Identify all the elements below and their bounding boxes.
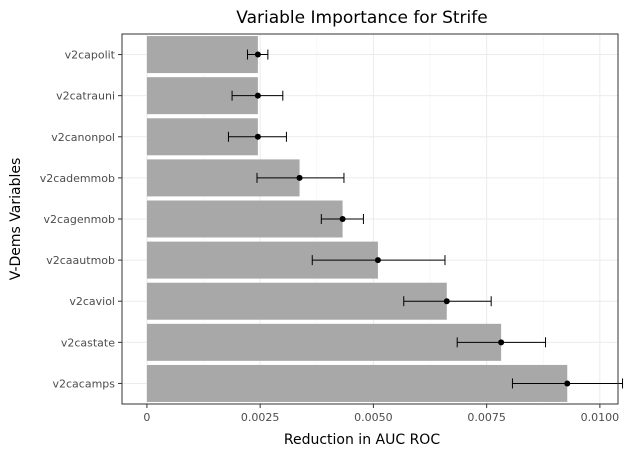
y-tick-label: v2capolit (65, 49, 116, 62)
x-tick-label: 0.0075 (467, 411, 506, 424)
point-v2canonpol (254, 133, 261, 140)
x-axis-title: Reduction in AUC ROC (284, 432, 440, 448)
point-v2caviol (443, 298, 450, 305)
point-v2cagenmob (339, 216, 346, 222)
y-axis: v2capolit v2catrauni v2canonpol v2cademmob v… (40, 49, 122, 390)
point-v2cademmob (296, 174, 303, 181)
y-tick-label: v2castate (61, 336, 115, 349)
x-tick-label: 0 (143, 411, 150, 424)
x-axis: 0 0.0025 0.0050 0.0075 0.0100 (143, 404, 619, 424)
y-tick-label: v2cagenmob (44, 213, 115, 226)
bars-group (146, 36, 568, 402)
y-tick-label: v2caviol (69, 295, 115, 308)
point-v2cacamps (564, 380, 571, 387)
y-tick-label: v2cademmob (40, 172, 115, 185)
y-tick-label: v2cacamps (52, 377, 115, 390)
x-tick-label: 0.0050 (354, 411, 393, 424)
point-v2catrauni (254, 92, 261, 99)
y-tick-label: v2canonpol (51, 131, 115, 144)
bar-v2caviol (146, 282, 447, 320)
chart-title: Variable Importance for Strife (236, 8, 487, 28)
point-v2caautmob (374, 257, 381, 264)
bar-v2castate (146, 323, 502, 361)
bar-v2cagenmob (146, 200, 343, 238)
y-axis-title: V-Dems Variables (8, 158, 24, 281)
points-group (254, 51, 571, 387)
y-tick-label: v2caautmob (46, 254, 115, 267)
y-tick-label: v2catrauni (56, 90, 115, 103)
point-v2castate (498, 339, 505, 346)
bar-v2capolit (146, 36, 258, 74)
bar-v2cacamps (146, 364, 568, 402)
x-tick-label: 0.0025 (241, 411, 280, 424)
point-v2capolit (254, 51, 261, 58)
x-tick-label: 0.0100 (581, 411, 620, 424)
